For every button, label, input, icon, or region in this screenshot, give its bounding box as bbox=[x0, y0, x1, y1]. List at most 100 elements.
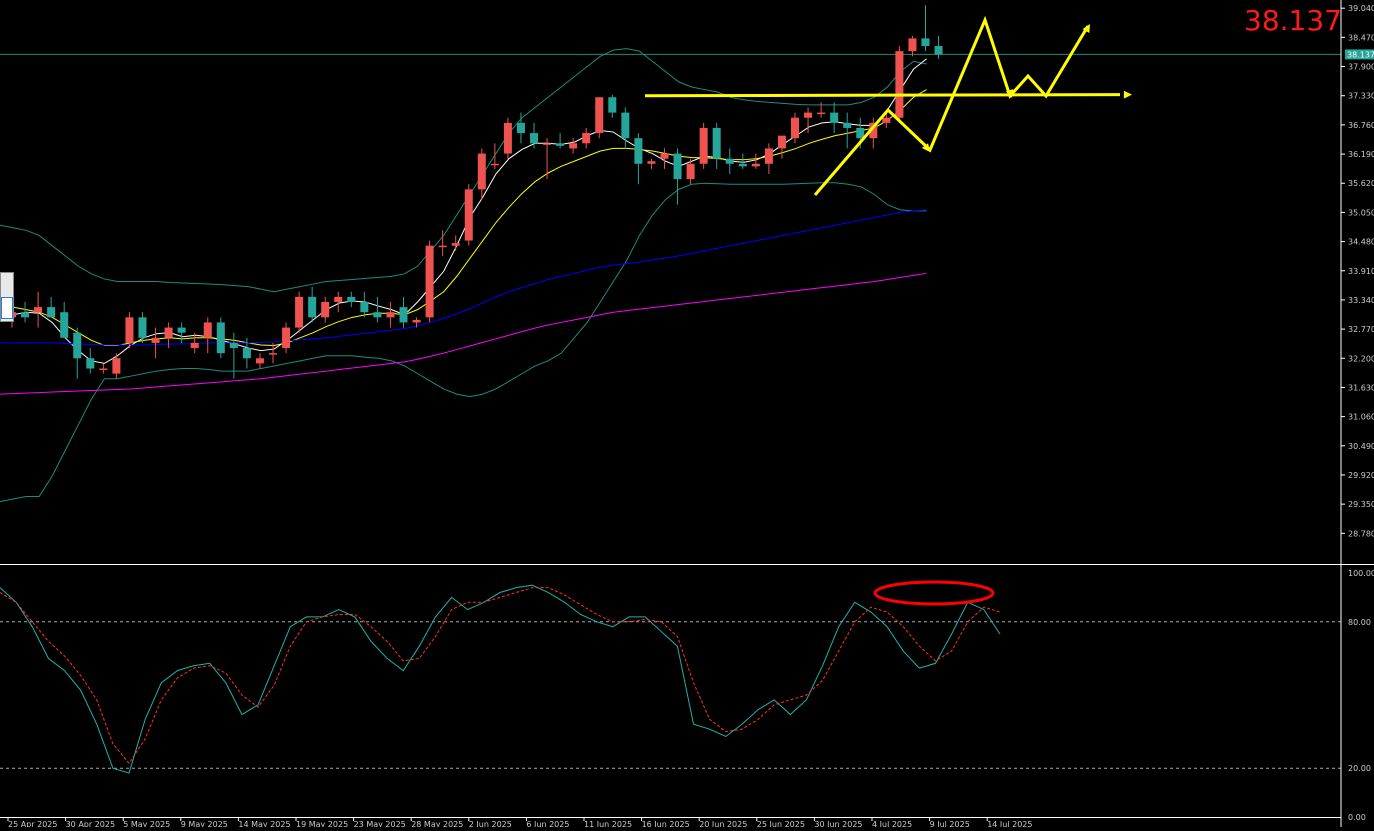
candle-bearish bbox=[399, 307, 408, 323]
current-price-tag-label: 38.137 bbox=[1347, 50, 1374, 59]
date-tick-label: 25 Apr 2025 bbox=[8, 820, 57, 827]
candle-bearish bbox=[843, 122, 852, 128]
candle-bearish bbox=[73, 332, 82, 359]
date-tick-label: 25 Jun 2025 bbox=[757, 820, 805, 827]
candle-bullish bbox=[595, 97, 604, 134]
candle-bearish bbox=[60, 312, 69, 338]
date-tick-label: 9 May 2025 bbox=[181, 820, 228, 827]
candles-layer bbox=[8, 5, 943, 379]
candle-bullish bbox=[190, 342, 199, 349]
candle-bearish bbox=[216, 322, 225, 354]
candle-bearish bbox=[360, 301, 369, 313]
candle-bearish bbox=[516, 122, 525, 134]
candle-bearish bbox=[556, 143, 565, 146]
candle-bullish bbox=[125, 317, 134, 343]
candle-bullish bbox=[295, 296, 304, 328]
oscillator-main-line bbox=[0, 584, 1001, 774]
candle-bearish bbox=[725, 158, 734, 164]
candle-bullish bbox=[99, 368, 108, 371]
date-tick-label: 5 May 2025 bbox=[123, 820, 170, 827]
date-tick-label: 11 Jun 2025 bbox=[584, 820, 632, 827]
candle-bullish bbox=[412, 319, 421, 323]
ma-slow-line bbox=[0, 209, 927, 346]
resistance-line bbox=[644, 93, 1121, 98]
candle-bullish bbox=[464, 189, 473, 241]
oscillator-tick-label: 80.00 bbox=[1348, 618, 1371, 627]
projection-arrowhead bbox=[1082, 24, 1090, 33]
candle-bullish bbox=[203, 322, 212, 338]
price-tick-label: 33.340 bbox=[1348, 296, 1374, 305]
candle-bearish bbox=[934, 46, 943, 55]
candle-bullish bbox=[269, 353, 277, 355]
candle-bearish bbox=[21, 312, 30, 318]
candle-bearish bbox=[177, 327, 186, 333]
trade-panel-stub[interactable] bbox=[0, 272, 14, 322]
candle-bullish bbox=[490, 163, 499, 166]
price-tick-label: 31.630 bbox=[1348, 383, 1374, 392]
oscillator-tick-label: 0.00 bbox=[1348, 813, 1366, 822]
price-tick-label: 38.470 bbox=[1348, 33, 1374, 42]
date-tick-label: 28 May 2025 bbox=[411, 820, 463, 827]
candle-bullish bbox=[34, 307, 43, 313]
ma-mid-line bbox=[0, 89, 927, 346]
date-tick-label: 9 Jul 2025 bbox=[930, 820, 970, 827]
trade-panel-input[interactable] bbox=[1, 297, 13, 319]
resistance-arrowhead bbox=[1123, 90, 1132, 99]
date-tick-label: 4 Jul 2025 bbox=[872, 820, 912, 827]
candle-bullish bbox=[164, 327, 173, 338]
candle-bearish bbox=[621, 112, 630, 139]
candle-bullish bbox=[764, 148, 773, 164]
indicator-lines bbox=[0, 48, 927, 503]
candle-bearish bbox=[608, 97, 617, 113]
candle-bearish bbox=[856, 127, 865, 139]
price-tick-label: 37.330 bbox=[1348, 92, 1374, 101]
projection-path bbox=[813, 15, 1090, 196]
candle-bearish bbox=[373, 312, 382, 318]
candle-bullish bbox=[751, 163, 760, 167]
candle-bullish bbox=[503, 122, 512, 154]
date-tick-label: 14 May 2025 bbox=[238, 820, 290, 827]
pullback-arrowhead bbox=[921, 143, 930, 152]
candle-bullish bbox=[321, 301, 330, 318]
candle-bullish bbox=[908, 38, 917, 52]
candle-bullish bbox=[882, 117, 891, 123]
date-tick-label: 16 Jun 2025 bbox=[642, 820, 690, 827]
annotation-layer bbox=[644, 15, 1132, 196]
price-tick-label: 30.490 bbox=[1348, 442, 1374, 451]
candle-bearish bbox=[47, 307, 56, 318]
candle-bearish bbox=[308, 296, 317, 318]
candle-bearish bbox=[229, 342, 238, 349]
ma-long-line bbox=[0, 272, 927, 395]
candle-bullish bbox=[386, 312, 395, 318]
candle-bullish bbox=[895, 51, 904, 118]
price-tick-label: 33.910 bbox=[1348, 267, 1374, 276]
price-tick-label: 28.780 bbox=[1348, 529, 1374, 538]
price-tick-label: 34.480 bbox=[1348, 238, 1374, 247]
dip-arrowhead bbox=[1005, 89, 1014, 98]
oscillator-tick-label: 20.00 bbox=[1348, 764, 1371, 773]
price-tick-label: 32.200 bbox=[1348, 354, 1374, 363]
price-tick-label: 32.770 bbox=[1348, 325, 1374, 334]
bb-upper-line bbox=[0, 48, 927, 293]
candle-bullish bbox=[151, 337, 160, 343]
price-tick-label: 31.060 bbox=[1348, 413, 1374, 422]
price-tick-label: 39.040 bbox=[1348, 4, 1374, 13]
candle-bullish bbox=[817, 112, 826, 115]
candle-bullish bbox=[334, 296, 343, 302]
candle-bullish bbox=[451, 243, 460, 246]
date-tick-label: 14 Jul 2025 bbox=[987, 820, 1032, 827]
candle-bearish bbox=[830, 112, 839, 123]
candle-bullish bbox=[791, 117, 799, 139]
price-tick-label: 29.920 bbox=[1348, 471, 1374, 480]
overbought-highlight-ellipse bbox=[873, 580, 995, 606]
candle-bearish bbox=[738, 163, 747, 167]
oscillator-layer: 100.00 80.00 20.00 0.00 bbox=[0, 569, 1374, 822]
candle-bullish bbox=[543, 143, 552, 145]
candle-bullish bbox=[660, 153, 669, 159]
candle-bullish bbox=[686, 163, 695, 180]
bb-lower-line bbox=[0, 182, 927, 503]
price-tick-label: 35.050 bbox=[1348, 208, 1374, 217]
